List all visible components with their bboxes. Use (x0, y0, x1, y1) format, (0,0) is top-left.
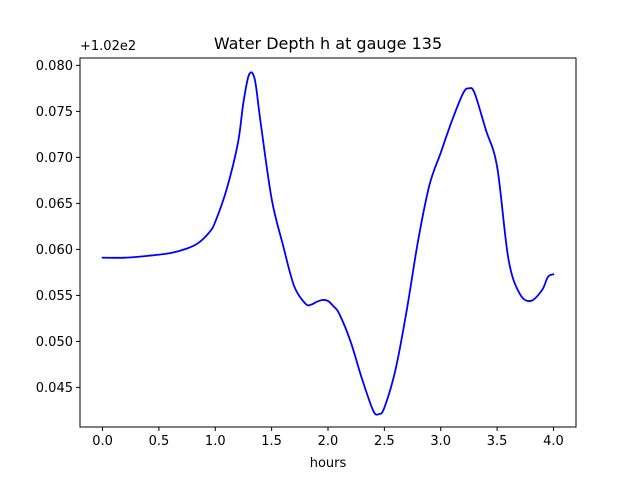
x-tick-label: 2.0 (318, 434, 339, 449)
series-line (101, 71, 555, 416)
y-tick-label: 0.045 (36, 381, 73, 396)
y-tick-label: 0.060 (36, 243, 73, 258)
y-tick-label: 0.055 (36, 289, 73, 304)
chart-title: Water Depth h at gauge 135 (214, 34, 442, 53)
y-axis-offset-label: +1.02e2 (80, 39, 136, 54)
x-tick-label: 0.0 (92, 434, 113, 449)
x-tick-label: 1.5 (261, 434, 282, 449)
y-axis-ticks: 0.045 0.050 0.055 0.060 0.065 0.070 0.075 0.080 (36, 59, 80, 396)
y-tick-label: 0.065 (36, 197, 73, 212)
x-tick-label: 4.0 (543, 434, 564, 449)
y-tick-label: 0.080 (36, 59, 73, 74)
x-tick-label: 2.5 (374, 434, 395, 449)
y-tick-label: 0.075 (36, 105, 73, 120)
x-axis-label: hours (310, 456, 347, 471)
x-tick-label: 1.0 (205, 434, 226, 449)
x-tick-label: 0.5 (149, 434, 170, 449)
x-axis-ticks: 0.0 0.5 1.0 1.5 2.0 2.5 3.0 3.5 4.0 (92, 427, 564, 449)
plot-frame (79, 57, 577, 428)
x-tick-label: 3.5 (487, 434, 508, 449)
x-tick-label: 3.0 (430, 434, 451, 449)
y-tick-label: 0.050 (36, 335, 73, 350)
y-tick-label: 0.070 (36, 151, 73, 166)
